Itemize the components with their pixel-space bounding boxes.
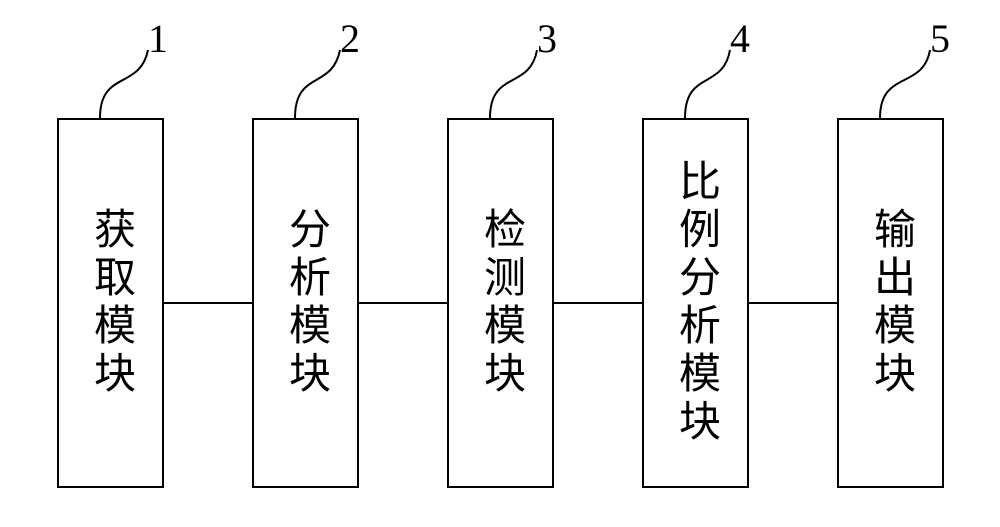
connector-1-2: [164, 302, 252, 304]
block-label: 比例分析模块: [675, 159, 717, 447]
connector-2-3: [359, 302, 447, 304]
callout-number-3: 3: [537, 15, 557, 62]
block-label: 输出模块: [870, 207, 912, 399]
block-label: 获取模块: [90, 207, 132, 399]
block-output: 输出模块: [837, 118, 944, 488]
callout-number-4: 4: [730, 15, 750, 62]
connector-3-4: [554, 302, 642, 304]
block-acquire: 获取模块: [57, 118, 164, 488]
callout-number-5: 5: [930, 15, 950, 62]
block-ratio-analyze: 比例分析模块: [642, 118, 749, 488]
block-analyze: 分析模块: [252, 118, 359, 488]
diagram-canvas: { "canvas": { "width": 1000, "height": 5…: [0, 0, 1000, 527]
block-label: 检测模块: [480, 207, 522, 399]
connector-4-5: [749, 302, 837, 304]
callout-number-1: 1: [148, 15, 168, 62]
block-detect: 检测模块: [447, 118, 554, 488]
callout-number-2: 2: [340, 15, 360, 62]
block-label: 分析模块: [285, 207, 327, 399]
